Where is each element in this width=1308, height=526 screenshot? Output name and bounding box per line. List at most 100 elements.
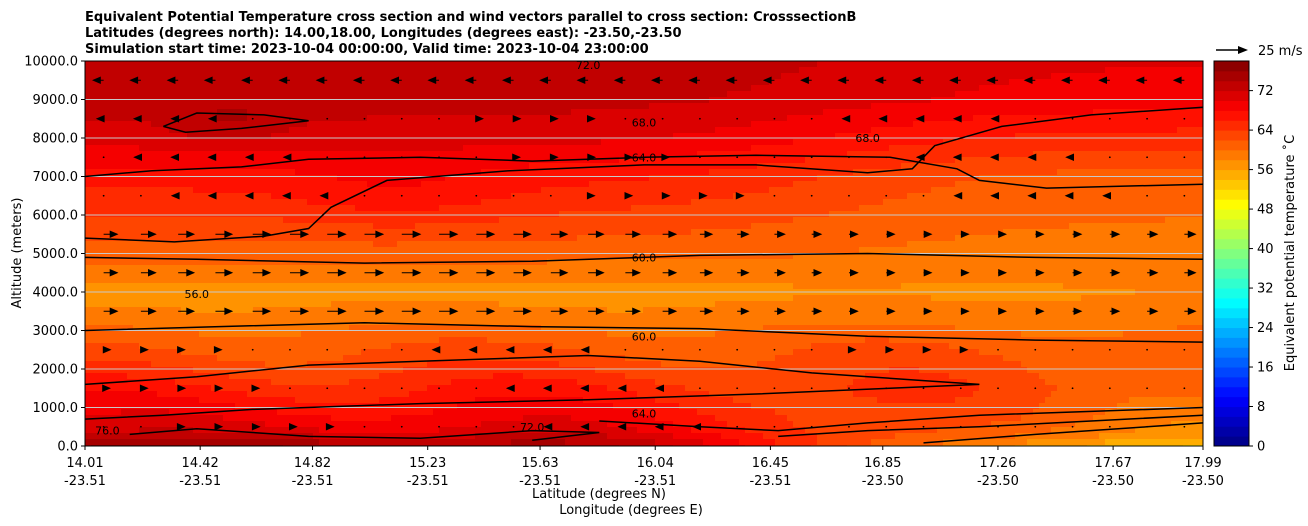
field-cell	[331, 415, 338, 422]
field-cell	[85, 265, 92, 272]
field-cell	[217, 343, 224, 350]
field-cell	[331, 247, 338, 254]
field-cell	[451, 97, 458, 104]
field-cell	[379, 127, 386, 134]
field-cell	[541, 163, 548, 170]
field-cell	[511, 109, 518, 116]
field-cell	[523, 433, 530, 440]
field-cell	[355, 181, 362, 188]
field-cell	[523, 223, 530, 230]
field-cell	[373, 133, 380, 140]
field-cell	[97, 349, 104, 356]
field-cell	[265, 361, 272, 368]
field-cell	[91, 115, 98, 122]
field-cell	[265, 139, 272, 146]
field-cell	[259, 391, 266, 398]
field-cell	[319, 91, 326, 98]
field-cell	[445, 103, 452, 110]
field-cell	[487, 331, 494, 338]
field-cell	[433, 325, 440, 332]
field-cell	[241, 379, 248, 386]
field-cell	[403, 193, 410, 200]
field-cell	[463, 361, 470, 368]
field-cell	[217, 205, 224, 212]
field-cell	[85, 421, 92, 428]
field-cell	[151, 109, 158, 116]
field-cell	[361, 109, 368, 116]
field-cell	[91, 343, 98, 350]
field-cell	[397, 205, 404, 212]
field-cell	[235, 115, 242, 122]
field-cell	[415, 421, 422, 428]
field-cell	[475, 205, 482, 212]
field-cell	[367, 205, 374, 212]
field-cell	[151, 205, 158, 212]
field-cell	[475, 295, 482, 302]
field-cell	[235, 169, 242, 176]
field-cell	[193, 439, 200, 446]
field-cell	[259, 355, 266, 362]
field-cell	[523, 151, 530, 158]
field-cell	[439, 151, 446, 158]
field-cell	[133, 361, 140, 368]
field-cell	[253, 259, 260, 266]
field-cell	[277, 433, 284, 440]
field-cell	[139, 73, 146, 80]
field-cell	[229, 163, 236, 170]
field-cell	[307, 151, 314, 158]
field-cell	[493, 67, 500, 74]
field-cell	[319, 253, 326, 260]
field-cell	[175, 247, 182, 254]
field-cell	[409, 79, 416, 86]
field-cell	[409, 337, 416, 344]
field-cell	[499, 319, 506, 326]
field-cell	[445, 361, 452, 368]
field-cell	[295, 127, 302, 134]
field-cell	[277, 241, 284, 248]
chart-title-line-3: Simulation start time: 2023-10-04 00:00:…	[85, 42, 649, 57]
field-cell	[331, 205, 338, 212]
field-cell	[103, 247, 110, 254]
field-cell	[541, 235, 548, 242]
field-cell	[253, 439, 260, 446]
field-cell	[451, 139, 458, 146]
field-cell	[181, 409, 188, 416]
field-cell	[151, 337, 158, 344]
field-cell	[493, 217, 500, 224]
field-cell	[367, 235, 374, 242]
field-cell	[271, 187, 278, 194]
field-cell	[115, 139, 122, 146]
field-cell	[511, 367, 518, 374]
field-cell	[181, 121, 188, 128]
field-cell	[307, 409, 314, 416]
field-cell	[247, 235, 254, 242]
field-cell	[313, 283, 320, 290]
field-cell	[223, 283, 230, 290]
field-cell	[181, 349, 188, 356]
field-cell	[139, 379, 146, 386]
field-cell	[397, 307, 404, 314]
field-cell	[481, 241, 488, 248]
field-cell	[85, 343, 92, 350]
field-cell	[295, 373, 302, 380]
field-cell	[241, 349, 248, 356]
field-cell	[379, 163, 386, 170]
field-cell	[355, 151, 362, 158]
field-cell	[541, 85, 548, 92]
field-cell	[289, 403, 296, 410]
field-cell	[121, 295, 128, 302]
field-cell	[433, 187, 440, 194]
field-cell	[103, 157, 110, 164]
field-cell	[313, 187, 320, 194]
field-cell	[541, 127, 548, 134]
field-cell	[493, 397, 500, 404]
field-cell	[343, 313, 350, 320]
field-cell	[469, 295, 476, 302]
field-cell	[103, 367, 110, 374]
field-cell	[211, 277, 218, 284]
field-cell	[241, 121, 248, 128]
field-cell	[469, 403, 476, 410]
field-cell	[265, 199, 272, 206]
field-cell	[319, 307, 326, 314]
field-cell	[259, 181, 266, 188]
